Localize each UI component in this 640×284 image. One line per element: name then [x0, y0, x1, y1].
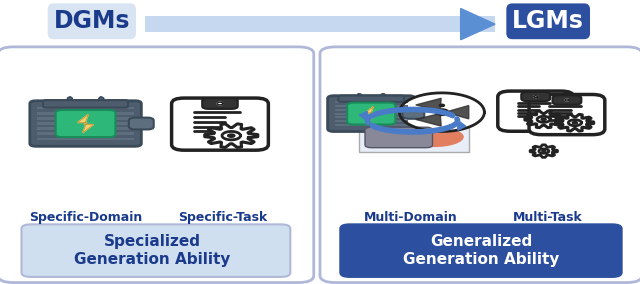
- FancyBboxPatch shape: [552, 95, 581, 105]
- Bar: [335, 116, 408, 118]
- FancyBboxPatch shape: [172, 98, 268, 150]
- Text: Multi-Task: Multi-Task: [513, 211, 583, 224]
- FancyBboxPatch shape: [328, 96, 415, 131]
- Polygon shape: [542, 150, 546, 152]
- FancyBboxPatch shape: [339, 96, 404, 102]
- Circle shape: [358, 94, 361, 95]
- Polygon shape: [436, 109, 448, 115]
- Bar: [37, 128, 134, 130]
- Polygon shape: [217, 102, 223, 105]
- Bar: [37, 107, 134, 110]
- Bar: [335, 101, 408, 103]
- Ellipse shape: [404, 127, 464, 147]
- Bar: [145, 16, 495, 32]
- FancyBboxPatch shape: [0, 47, 314, 283]
- Circle shape: [99, 97, 104, 100]
- Polygon shape: [568, 120, 581, 126]
- Bar: [335, 124, 408, 126]
- FancyBboxPatch shape: [347, 103, 396, 125]
- Polygon shape: [416, 114, 441, 126]
- Bar: [37, 117, 134, 120]
- Bar: [335, 105, 408, 107]
- Polygon shape: [445, 106, 468, 119]
- Bar: [37, 112, 134, 115]
- Bar: [335, 113, 408, 114]
- Polygon shape: [556, 114, 594, 131]
- Polygon shape: [539, 149, 548, 153]
- Polygon shape: [439, 104, 444, 106]
- Bar: [335, 109, 408, 111]
- FancyBboxPatch shape: [129, 118, 154, 130]
- FancyBboxPatch shape: [43, 100, 128, 108]
- Polygon shape: [228, 134, 235, 137]
- Circle shape: [67, 97, 72, 100]
- Polygon shape: [572, 122, 577, 124]
- Polygon shape: [461, 9, 495, 40]
- FancyBboxPatch shape: [359, 121, 468, 152]
- Text: DGMs: DGMs: [54, 9, 130, 33]
- FancyBboxPatch shape: [521, 92, 550, 101]
- Bar: [37, 122, 134, 125]
- FancyBboxPatch shape: [498, 91, 573, 131]
- Polygon shape: [416, 98, 441, 111]
- FancyBboxPatch shape: [202, 98, 238, 109]
- Bar: [37, 138, 134, 140]
- FancyBboxPatch shape: [340, 224, 621, 277]
- Text: Multi-Domain: Multi-Domain: [364, 211, 458, 224]
- Bar: [335, 120, 408, 122]
- Bar: [37, 132, 134, 135]
- FancyBboxPatch shape: [22, 224, 291, 277]
- Polygon shape: [534, 96, 538, 97]
- Polygon shape: [530, 145, 557, 157]
- FancyBboxPatch shape: [365, 127, 433, 148]
- Text: Specialized
Generation Ability: Specialized Generation Ability: [74, 234, 230, 268]
- FancyBboxPatch shape: [56, 110, 115, 137]
- FancyBboxPatch shape: [403, 108, 424, 119]
- Polygon shape: [541, 118, 546, 120]
- FancyBboxPatch shape: [30, 101, 141, 146]
- Polygon shape: [537, 116, 550, 122]
- Polygon shape: [525, 111, 563, 128]
- Text: Specific-Domain: Specific-Domain: [29, 211, 142, 224]
- Polygon shape: [77, 114, 93, 133]
- Text: Specific-Task: Specific-Task: [179, 211, 268, 224]
- FancyBboxPatch shape: [529, 95, 605, 135]
- Polygon shape: [205, 124, 258, 147]
- Polygon shape: [222, 131, 241, 140]
- Polygon shape: [399, 93, 484, 131]
- Polygon shape: [365, 107, 377, 120]
- FancyBboxPatch shape: [320, 47, 640, 283]
- Text: LGMs: LGMs: [512, 9, 584, 33]
- Polygon shape: [565, 99, 569, 101]
- Text: Generalized
Generation Ability: Generalized Generation Ability: [403, 234, 559, 268]
- Circle shape: [381, 94, 385, 95]
